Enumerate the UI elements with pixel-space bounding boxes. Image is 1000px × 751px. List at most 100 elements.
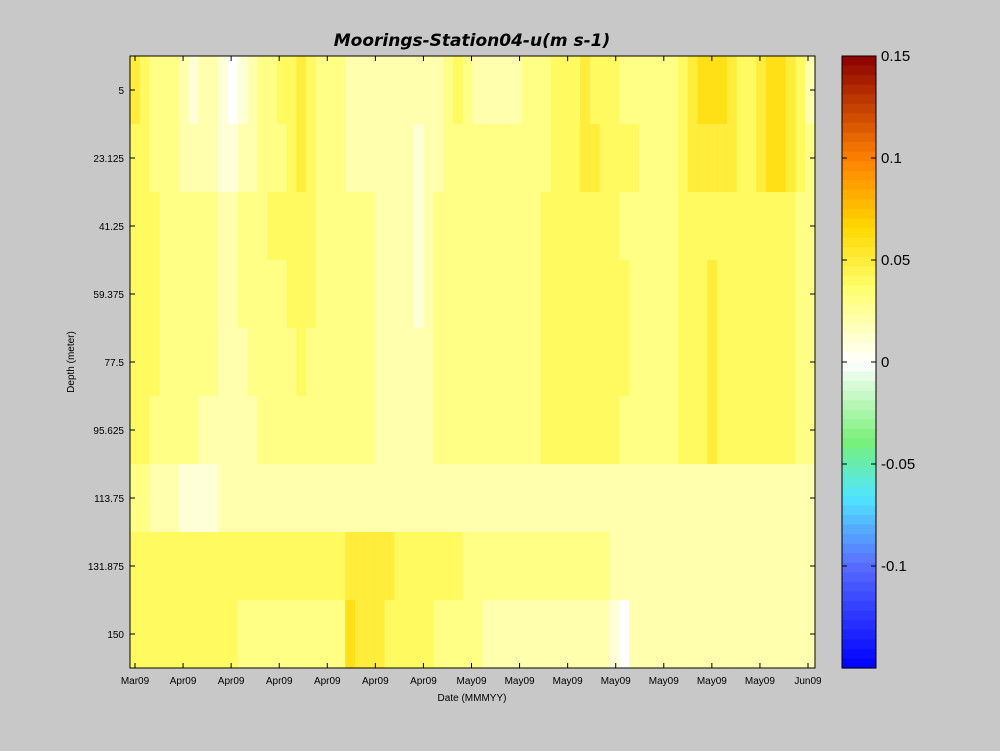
heatmap-cell (462, 124, 474, 193)
y-tick-label: 77.5 (105, 358, 125, 369)
heatmap-cell (218, 600, 229, 669)
colorbar-tick-label: -0.05 (881, 456, 915, 473)
colorbar-segment (842, 333, 876, 344)
colorbar-segment (842, 247, 876, 258)
heatmap-cell (237, 396, 249, 465)
colorbar-segment (842, 591, 876, 602)
heatmap-cell (130, 260, 141, 329)
heatmap-cell (619, 328, 630, 397)
heatmap-cell (619, 464, 630, 533)
heatmap-cell (580, 464, 591, 533)
heatmap-cell (315, 396, 327, 465)
heatmap-cell (482, 464, 493, 533)
heatmap-cell (227, 56, 239, 125)
heatmap-cell (452, 328, 464, 397)
heatmap-cell (736, 260, 748, 329)
heatmap-cell (315, 328, 327, 397)
heatmap-cell (492, 532, 503, 601)
heatmap-cell (521, 192, 532, 261)
heatmap-cell (658, 56, 669, 125)
colorbar-segment (842, 275, 876, 287)
y-tick-label: 113.75 (94, 494, 124, 505)
heatmap-cell (717, 396, 728, 465)
heatmap-cell (668, 56, 679, 125)
heatmap-cell (531, 124, 542, 193)
heatmap-cell (404, 532, 415, 601)
heatmap-cell (198, 532, 209, 601)
heatmap-cell (746, 396, 757, 465)
heatmap-cell (188, 396, 200, 465)
heatmap-cell (276, 600, 288, 669)
heatmap-cell (462, 532, 474, 601)
heatmap-cell (550, 600, 562, 669)
heatmap-cell (531, 600, 542, 669)
heatmap-cell (678, 192, 689, 261)
colorbar-segment (842, 65, 876, 76)
x-tick-label: May09 (649, 676, 679, 687)
heatmap-cell (159, 464, 170, 533)
heatmap-cell (394, 56, 405, 125)
heatmap-cell (599, 464, 611, 533)
heatmap-cell (443, 396, 454, 465)
heatmap-cell (267, 260, 278, 329)
heatmap-cell (550, 328, 562, 397)
colorbar-segment (842, 362, 876, 373)
heatmap-cell (139, 396, 151, 465)
heatmap-cell (746, 192, 757, 261)
heatmap-cell (227, 464, 239, 533)
heatmap-cell (374, 464, 386, 533)
heatmap-cell (345, 396, 356, 465)
heatmap-cell (785, 124, 797, 193)
heatmap-cell (335, 600, 346, 669)
heatmap-cell (648, 328, 660, 397)
heatmap-cell (541, 260, 552, 329)
heatmap-cell (315, 124, 327, 193)
heatmap-cell (580, 396, 591, 465)
heatmap-cell (658, 328, 669, 397)
heatmap-cell (521, 124, 532, 193)
heatmap-cell (560, 192, 571, 261)
heatmap-cell (726, 532, 738, 601)
heatmap-cell (374, 192, 386, 261)
heatmap-cell (247, 532, 258, 601)
heatmap-cell (531, 532, 542, 601)
heatmap-cell (580, 260, 591, 329)
heatmap-cell (521, 396, 532, 465)
colorbar-segment (842, 295, 876, 306)
colorbar-segment (842, 610, 876, 621)
x-tick-label: Apr09 (314, 676, 341, 687)
heatmap-cell (756, 328, 767, 397)
heatmap-cell (472, 328, 483, 397)
heatmap-cell (766, 532, 777, 601)
heatmap-cell (404, 464, 415, 533)
heatmap-cell (687, 56, 699, 125)
heatmap-cell (159, 260, 170, 329)
heatmap-cell (531, 192, 542, 261)
heatmap-cell (306, 124, 317, 193)
y-tick-label: 41.25 (99, 222, 124, 233)
heatmap-cell (178, 532, 190, 601)
heatmap-cell (795, 532, 806, 601)
y-tick-label: 5 (118, 86, 124, 97)
colorbar-segment (842, 56, 876, 67)
heatmap-cell (648, 396, 660, 465)
heatmap-cell (648, 56, 660, 125)
heatmap-cell (394, 124, 405, 193)
heatmap-cell (638, 600, 650, 669)
heatmap-cell (364, 328, 376, 397)
heatmap-cell (501, 124, 513, 193)
heatmap-cell (452, 464, 464, 533)
heatmap-cell (169, 396, 180, 465)
heatmap-cell (296, 260, 307, 329)
colorbar-segment (842, 161, 876, 172)
colorbar-tick-label: -0.1 (881, 558, 907, 575)
heatmap-cell (374, 328, 386, 397)
heatmap-cell (296, 464, 307, 533)
heatmap-cell (276, 532, 288, 601)
y-tick-label: 23.125 (93, 154, 124, 165)
heatmap-cell (384, 396, 395, 465)
heatmap-cell (785, 396, 797, 465)
heatmap-cell (218, 532, 229, 601)
heatmap-cell (276, 124, 288, 193)
heatmap-cell (707, 192, 718, 261)
